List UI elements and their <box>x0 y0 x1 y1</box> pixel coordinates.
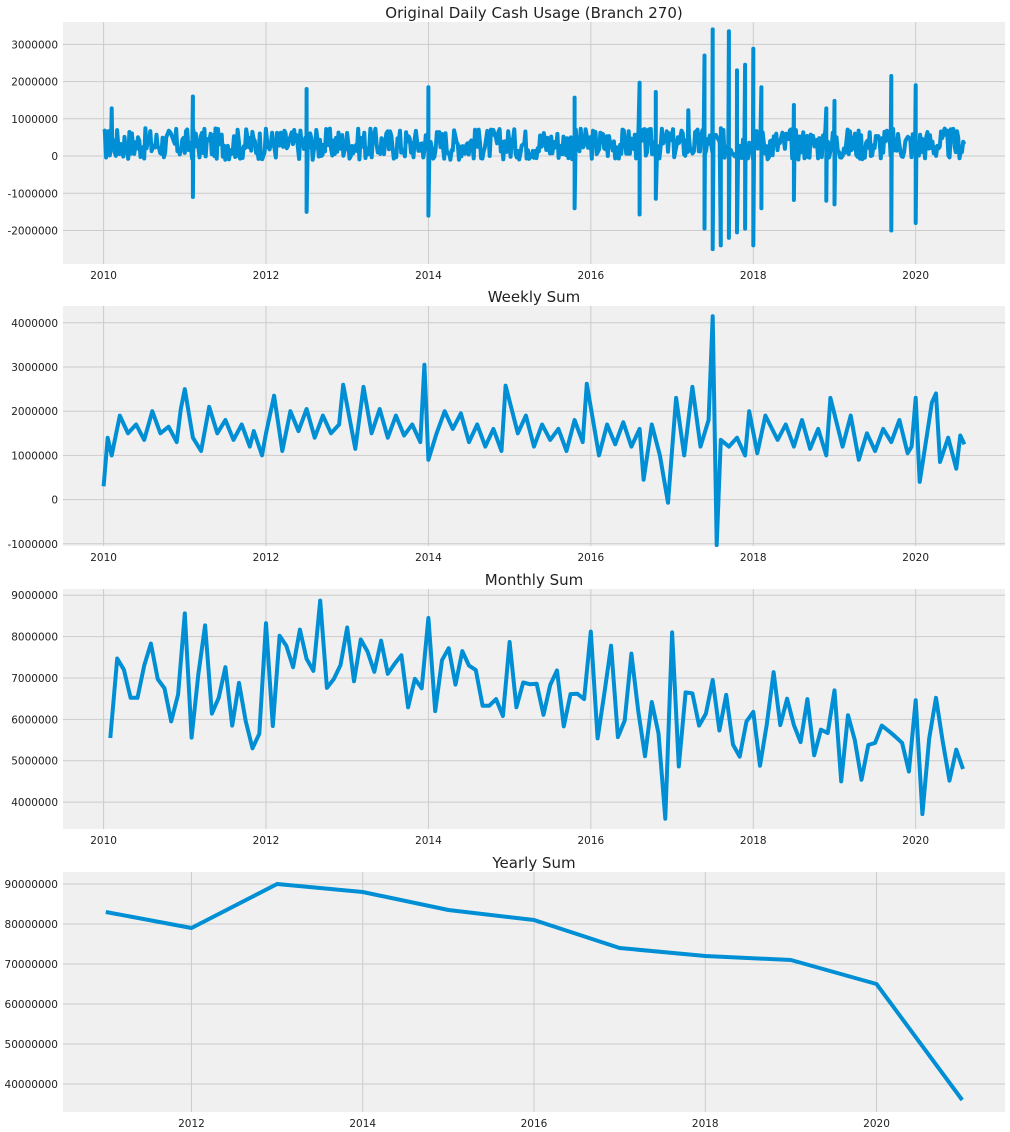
x-tick-label: 2018 <box>692 1118 719 1130</box>
y-tick-label: 8000000 <box>11 632 58 644</box>
chart-panel-3: 2012 2014 2016 2018 2020 40000000 50000000 6000… <box>5 854 1005 1130</box>
y-tick-label: -1000000 <box>7 539 58 551</box>
series-line <box>102 27 967 252</box>
y-tick-label: 0 <box>51 151 58 163</box>
y-tick-label: 90000000 <box>5 879 58 891</box>
x-tick-label: 2014 <box>415 552 442 564</box>
x-tick-label: 2018 <box>740 552 767 564</box>
x-tick-label: 2012 <box>253 552 280 564</box>
y-tick-label: 3000000 <box>11 362 58 374</box>
y-tick-label: 3000000 <box>11 39 58 51</box>
x-tick-label: 2016 <box>577 835 604 847</box>
x-tick-label: 2014 <box>415 270 442 282</box>
y-tick-label: -2000000 <box>7 225 58 237</box>
y-tick-label: 60000000 <box>5 999 58 1011</box>
chart-title: Original Daily Cash Usage (Branch 270) <box>385 4 682 22</box>
x-tick-label: 2012 <box>253 835 280 847</box>
chart-title: Monthly Sum <box>485 571 583 589</box>
y-tick-label: 0 <box>51 495 58 507</box>
x-tick-label: 2020 <box>863 1118 890 1130</box>
plot-area <box>63 589 1005 829</box>
x-tick-label: 2014 <box>349 1118 376 1130</box>
y-tick-label: 1000000 <box>11 450 58 462</box>
x-tick-label: 2012 <box>178 1118 205 1130</box>
y-tick-label: 40000000 <box>5 1079 58 1091</box>
series-line <box>105 882 964 1102</box>
y-tick-label: 50000000 <box>5 1039 58 1051</box>
chart-panel-0: 2010 2012 2014 2016 2018 2020 -2000000 -1000000… <box>7 4 1005 282</box>
x-tick-label: 2010 <box>90 270 117 282</box>
x-tick-label: 2016 <box>521 1118 548 1130</box>
y-tick-label: 4000000 <box>11 318 58 330</box>
series-line <box>101 314 967 548</box>
y-tick-label: 5000000 <box>11 756 58 768</box>
y-tick-label: -1000000 <box>7 188 58 200</box>
y-tick-label: 7000000 <box>11 673 58 685</box>
chart-title: Yearly Sum <box>491 854 575 872</box>
series-line <box>108 598 965 821</box>
x-tick-label: 2020 <box>902 835 929 847</box>
y-tick-label: 80000000 <box>5 919 58 931</box>
x-tick-label: 2010 <box>90 552 117 564</box>
y-tick-label: 2000000 <box>11 77 58 89</box>
y-tick-label: 70000000 <box>5 959 58 971</box>
y-tick-label: 4000000 <box>11 797 58 809</box>
x-tick-label: 2012 <box>253 270 280 282</box>
x-tick-label: 2018 <box>740 270 767 282</box>
x-tick-label: 2016 <box>577 270 604 282</box>
x-tick-label: 2016 <box>577 552 604 564</box>
x-tick-label: 2020 <box>902 552 929 564</box>
x-tick-label: 2018 <box>740 835 767 847</box>
chart-panel-1: 2010 2012 2014 2016 2018 2020 -1000000 0 1000000… <box>7 288 1005 564</box>
chart-title: Weekly Sum <box>488 288 581 306</box>
y-tick-label: 2000000 <box>11 406 58 418</box>
y-tick-label: 6000000 <box>11 714 58 726</box>
chart-panel-2: 2010 2012 2014 2016 2018 2020 4000000 5000000 60… <box>11 571 1005 847</box>
x-tick-label: 2020 <box>902 270 929 282</box>
y-tick-label: 9000000 <box>11 590 58 602</box>
x-tick-label: 2014 <box>415 835 442 847</box>
x-tick-label: 2010 <box>90 835 117 847</box>
y-tick-label: 1000000 <box>11 114 58 126</box>
